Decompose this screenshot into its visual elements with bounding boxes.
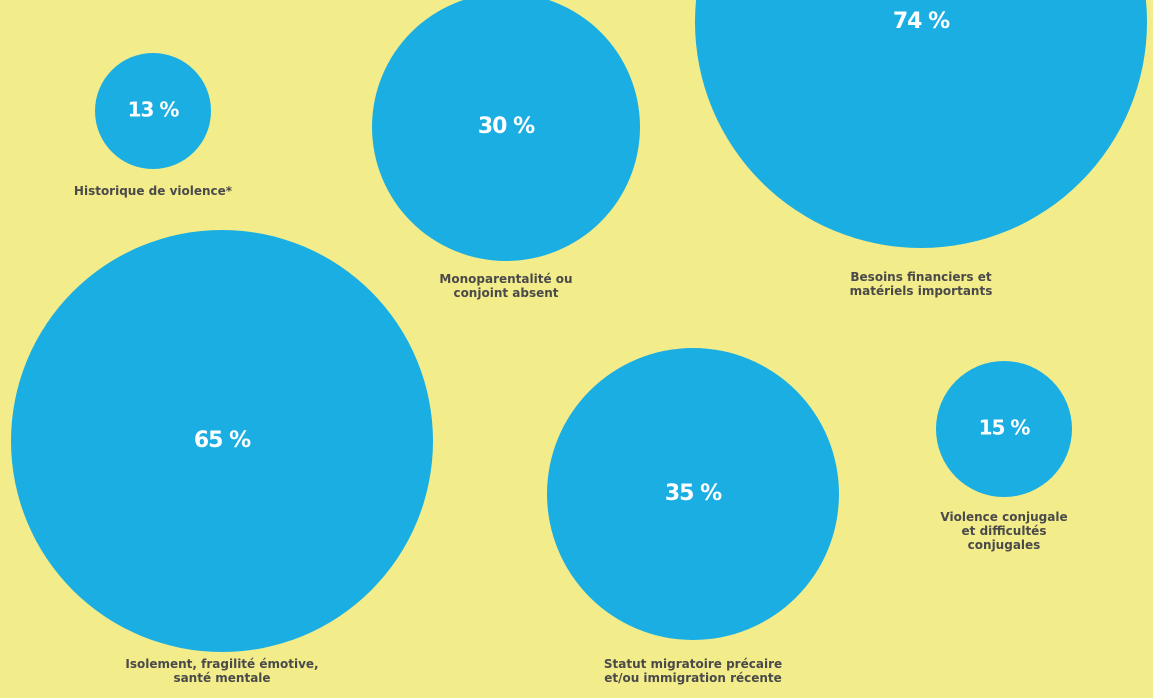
bubble-category-label: Besoins financiers et matériels important… [850,270,993,298]
bubble-category-label-line: et/ou immigration récente [604,671,782,685]
bubble-value-label: 65 % [194,428,251,453]
bubble-category-label-line: Monoparentalité ou [439,272,572,286]
bubble-category-label-line: et difficultés [962,524,1047,538]
bubble-category-label: Statut migratoire précaire et/ou immigrat… [604,657,782,685]
bubble-category-label-line: conjugales [968,538,1041,552]
bubble-category-label-line: Isolement, fragilité émotive, [125,657,318,671]
bubble-category-label-line: Besoins financiers et [850,270,991,284]
bubble-value-label: 15 % [979,416,1031,440]
bubble-category-label: Historique de violence* [74,184,233,198]
bubble-category-label-line: matériels importants [850,284,993,298]
bubble-category-label-line: Statut migratoire précaire [604,657,782,671]
bubble-value-label: 35 % [665,481,722,506]
bubble-value-label: 13 % [128,98,180,122]
bubble-value-label: 30 % [478,114,535,139]
bubble-category-label-line: Historique de violence* [74,184,233,198]
bubble-category-label-line: conjoint absent [453,286,558,300]
bubble-category-label-line: santé mentale [173,671,270,685]
bubble-value-label: 74 % [893,9,950,34]
bubble-category-label-line: Violence conjugale [940,510,1067,524]
bubble-category-label: Monoparentalité ou conjoint absent [439,272,572,300]
